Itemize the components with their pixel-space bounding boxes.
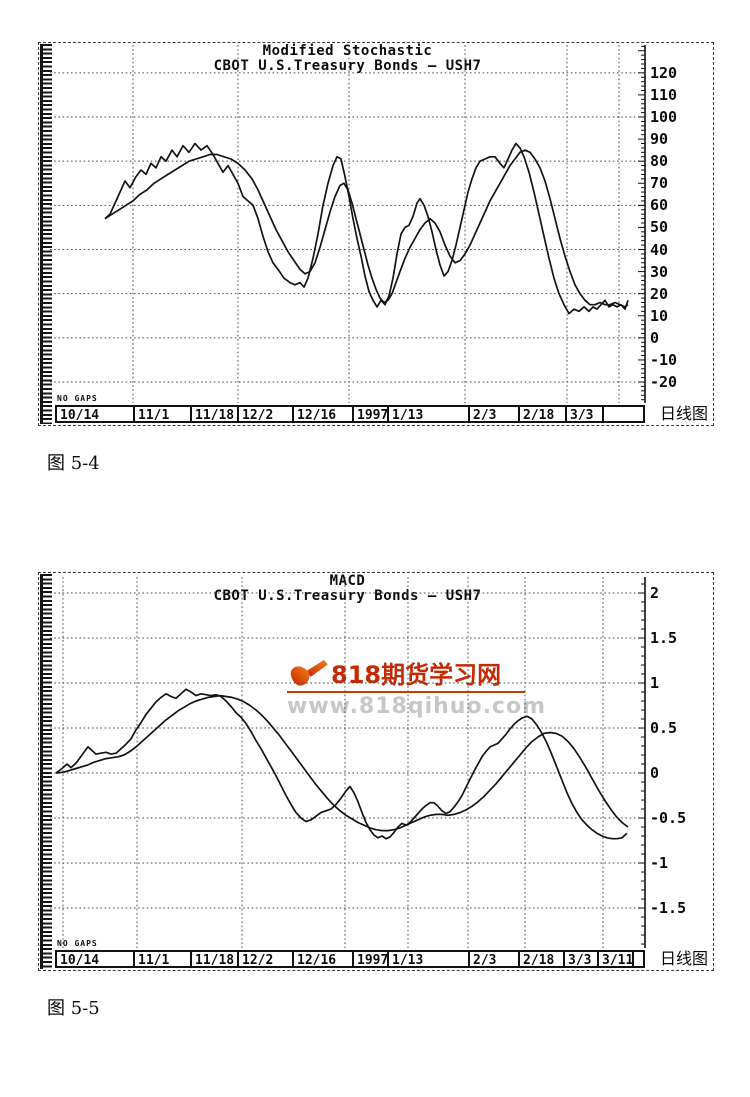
macd-date-cell: 12/2: [237, 950, 292, 968]
stochastic-title-line1: Modified Stochastic: [262, 43, 433, 59]
macd-daily-chart-label: 日线图: [660, 949, 709, 968]
stoch-gridlines: [50, 45, 645, 403]
macd-gridlines: [50, 577, 645, 948]
macd-signal-line: [55, 694, 629, 832]
stochastic-daily-chart-label: 日线图: [660, 404, 709, 423]
macd-date-cell: 12/16: [292, 950, 352, 968]
macd-date-cell: 10/14: [55, 950, 133, 968]
stoch-right-axis-ticks: [638, 45, 646, 403]
macd-date-cell: 2/18: [518, 950, 563, 968]
macd-y-tick-label: 1.5: [650, 629, 678, 647]
macd-date-cell: 11/1: [133, 950, 190, 968]
macd-chart-title: MACD CBOT U.S.Treasury Bonds — USH7: [50, 574, 645, 604]
stoch-y-tick-label: 10: [650, 307, 669, 325]
macd-date-cell: 2/3: [468, 950, 518, 968]
stoch-y-tick-label: -20: [650, 373, 678, 391]
stoch-y-tick-label: 110: [650, 86, 678, 104]
stoch-y-tick-label: 70: [650, 174, 669, 192]
watermark-url-text: www.818qihuo.com: [287, 694, 547, 719]
watermark: 818期货学习网 www.818qihuo.com: [287, 655, 547, 719]
stoch-y-tick-label: 120: [650, 64, 678, 82]
stoch-y-tick-label: 0: [650, 329, 660, 347]
stoch-date-cell: 10/14: [55, 405, 133, 423]
stochastic-left-axis-ruler: [40, 44, 52, 424]
hand-pointer-icon: [290, 659, 328, 686]
stoch-y-tick-label: 100: [650, 108, 678, 126]
macd-y-tick-label: 1: [650, 674, 660, 692]
macd-date-cell: 11/18: [190, 950, 237, 968]
stoch-date-cell: 3/3: [565, 405, 602, 423]
stoch-date-cell: 11/1: [133, 405, 190, 423]
stoch-y-tick-label: 90: [650, 130, 669, 148]
stoch-stochastic-fast: [104, 142, 629, 315]
stoch-date-cell: 11/18: [190, 405, 237, 423]
macd-chart-frame: [38, 572, 714, 971]
watermark-brand-row: 818期货学习网: [287, 655, 525, 693]
macd-title-line2: CBOT U.S.Treasury Bonds — USH7: [213, 588, 482, 604]
figure-5-caption: 图 5-5: [47, 998, 100, 1019]
macd-no-gaps-note: NO GAPS: [57, 939, 98, 948]
stochastic-chart-title: Modified Stochastic CBOT U.S.Treasury Bo…: [50, 44, 645, 74]
macd-date-cell: 3/11: [597, 950, 632, 968]
stoch-date-cell: 12/2: [237, 405, 292, 423]
macd-y-tick-label: -0.5: [650, 809, 687, 827]
stochastic-no-gaps-note: NO GAPS: [57, 394, 98, 403]
stoch-y-tick-label: -10: [650, 351, 678, 369]
macd-y-tick-label: 0: [650, 764, 660, 782]
stoch-stochastic-slow: [104, 149, 629, 308]
stoch-y-tick-label: 20: [650, 285, 669, 303]
macd-date-cell: 3/3: [563, 950, 597, 968]
watermark-brand-text: 818期货学习网: [331, 661, 502, 689]
stochastic-title-line2: CBOT U.S.Treasury Bonds — USH7: [213, 58, 482, 74]
macd-y-tick-label: 0.5: [650, 719, 678, 737]
macd-macd-line: [55, 688, 628, 840]
stoch-y-tick-label: 40: [650, 241, 669, 259]
macd-right-axis-ticks: [638, 577, 646, 948]
stoch-y-tick-label: 60: [650, 196, 669, 214]
macd-date-cell: 1997: [352, 950, 387, 968]
macd-y-tick-label: -1: [650, 854, 669, 872]
stoch-date-cell: 2/18: [518, 405, 565, 423]
stoch-date-cell: [602, 405, 645, 423]
macd-left-axis-ruler: [40, 574, 52, 969]
stoch-y-tick-label: 30: [650, 263, 669, 281]
stoch-y-tick-label: 50: [650, 218, 669, 236]
macd-y-tick-label: -1.5: [650, 899, 687, 917]
stoch-date-cell: 12/16: [292, 405, 352, 423]
macd-title-line1: MACD: [329, 573, 366, 589]
macd-y-tick-label: 2: [650, 584, 660, 602]
stoch-date-cell: 1/13: [387, 405, 468, 423]
macd-date-cell: [632, 950, 645, 968]
stoch-date-cell: 2/3: [468, 405, 518, 423]
figure-4-caption: 图 5-4: [47, 453, 100, 474]
stoch-date-cell: 1997: [352, 405, 387, 423]
macd-date-cell: 1/13: [387, 950, 468, 968]
stochastic-chart-frame: [38, 42, 714, 426]
stoch-y-tick-label: 80: [650, 152, 669, 170]
